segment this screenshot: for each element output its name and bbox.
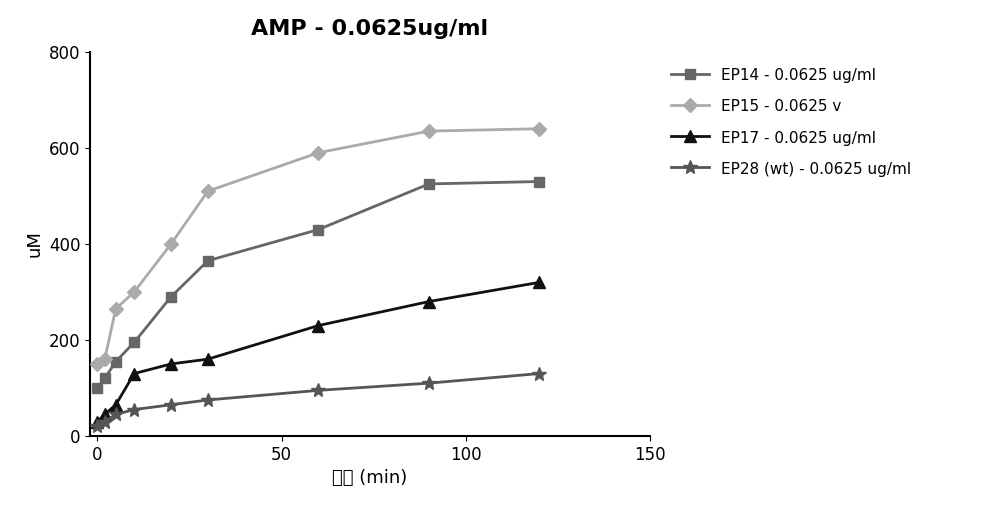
EP15 - 0.0625 v [312,149,324,156]
EP15 - 0.0625 v [91,361,103,367]
EP14 - 0.0625 ug/ml [99,375,111,381]
EP14 - 0.0625 ug/ml [533,179,545,185]
EP28 (wt) - 0.0625 ug/ml [91,423,103,429]
EP15 - 0.0625 v [128,289,140,295]
EP28 (wt) - 0.0625 ug/ml [110,411,122,417]
EP14 - 0.0625 ug/ml [423,181,435,187]
EP14 - 0.0625 ug/ml [110,359,122,365]
Line: EP28 (wt) - 0.0625 ug/ml: EP28 (wt) - 0.0625 ug/ml [90,366,546,433]
Line: EP14 - 0.0625 ug/ml: EP14 - 0.0625 ug/ml [93,176,544,393]
Line: EP15 - 0.0625 v: EP15 - 0.0625 v [93,124,544,369]
EP14 - 0.0625 ug/ml [91,385,103,391]
EP14 - 0.0625 ug/ml [202,257,214,264]
EP17 - 0.0625 ug/ml [128,371,140,377]
EP28 (wt) - 0.0625 ug/ml [165,402,177,408]
Legend: EP14 - 0.0625 ug/ml, EP15 - 0.0625 v, EP17 - 0.0625 ug/ml, EP28 (wt) - 0.0625 ug: EP14 - 0.0625 ug/ml, EP15 - 0.0625 v, EP… [663,60,919,185]
EP15 - 0.0625 v [110,306,122,312]
EP15 - 0.0625 v [423,128,435,134]
EP17 - 0.0625 ug/ml [165,361,177,367]
EP17 - 0.0625 ug/ml [91,418,103,425]
EP17 - 0.0625 ug/ml [202,356,214,362]
EP15 - 0.0625 v [202,188,214,194]
EP17 - 0.0625 ug/ml [99,411,111,417]
EP28 (wt) - 0.0625 ug/ml [99,418,111,425]
Line: EP17 - 0.0625 ug/ml: EP17 - 0.0625 ug/ml [91,276,546,428]
EP17 - 0.0625 ug/ml [423,298,435,305]
EP17 - 0.0625 ug/ml [312,322,324,329]
EP28 (wt) - 0.0625 ug/ml [312,387,324,393]
EP14 - 0.0625 ug/ml [165,294,177,300]
EP17 - 0.0625 ug/ml [110,402,122,408]
EP14 - 0.0625 ug/ml [128,339,140,346]
EP14 - 0.0625 ug/ml [312,226,324,233]
EP28 (wt) - 0.0625 ug/ml [423,380,435,386]
EP28 (wt) - 0.0625 ug/ml [533,371,545,377]
Y-axis label: uM: uM [25,230,43,257]
EP15 - 0.0625 v [99,356,111,362]
EP28 (wt) - 0.0625 ug/ml [128,406,140,413]
EP17 - 0.0625 ug/ml [533,279,545,285]
X-axis label: 时间 (min): 时间 (min) [332,469,408,487]
EP15 - 0.0625 v [165,241,177,247]
EP28 (wt) - 0.0625 ug/ml [202,397,214,403]
Title: AMP - 0.0625ug/ml: AMP - 0.0625ug/ml [251,19,489,39]
EP15 - 0.0625 v [533,126,545,132]
